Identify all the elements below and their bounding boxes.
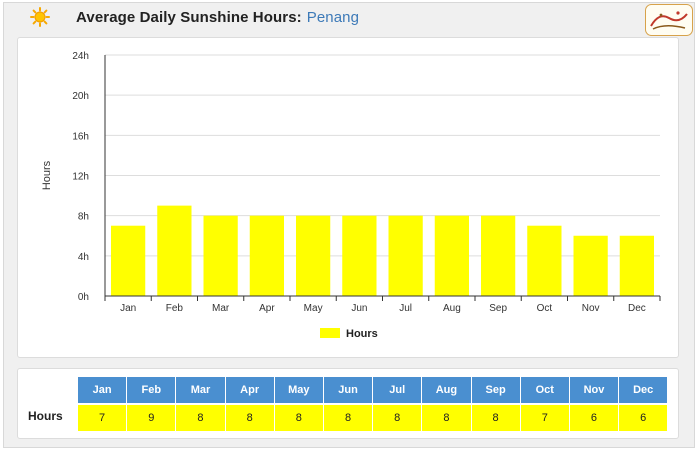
table-month-header: Sep xyxy=(471,377,521,403)
table-value-cell: 8 xyxy=(422,405,472,431)
x-tick-label: Jan xyxy=(120,303,136,314)
x-tick-label: May xyxy=(304,303,323,314)
x-tick-label: Aug xyxy=(443,303,461,314)
y-tick-label: 4h xyxy=(78,252,89,263)
y-tick-label: 20h xyxy=(72,91,89,102)
bar-feb xyxy=(157,205,192,296)
table-month-header: Nov xyxy=(569,377,620,403)
y-tick-label: 12h xyxy=(72,172,89,183)
table-value-cell: 6 xyxy=(569,405,620,431)
x-tick-label: Apr xyxy=(259,303,275,314)
x-tick-label: Nov xyxy=(582,303,600,314)
sunshine-bar-chart: 0h 4h 8h 12h 16h 20h 24h Hours Jan Feb Mar Apr May Ju… xyxy=(41,51,661,340)
chart-panel: 0h 4h 8h 12h 16h 20h 24h Hours Jan Feb Mar Apr May Ju… xyxy=(17,37,679,358)
table-month-header: May xyxy=(274,377,324,403)
bar-aug xyxy=(434,215,469,296)
monthly-table: Jan Feb Mar Apr May Jun Jul Aug Sep Oct Nov Dec 7 9 8 8… xyxy=(78,377,669,431)
site-logo xyxy=(645,4,693,36)
table-value-cell: 7 xyxy=(78,405,128,431)
bar-sep xyxy=(481,215,516,296)
x-tick-label: Dec xyxy=(628,303,646,314)
table-value-cell: 8 xyxy=(176,405,226,431)
y-tick-label: 24h xyxy=(72,51,89,62)
table-month-header: Jan xyxy=(78,377,128,403)
table-value-cell: 6 xyxy=(619,405,669,431)
x-tick-label: Jul xyxy=(399,303,412,314)
bar-jul xyxy=(388,215,423,296)
table-month-header: Apr xyxy=(225,377,275,403)
table-month-header: Dec xyxy=(619,377,669,403)
table-value-cell: 8 xyxy=(471,405,521,431)
location-link[interactable]: Penang xyxy=(306,8,360,26)
y-axis-label: Hours xyxy=(41,160,53,190)
bar-oct xyxy=(527,225,562,296)
table-month-header: Mar xyxy=(176,377,226,403)
x-tick-label: Mar xyxy=(212,303,230,314)
page-title: Average Daily Sunshine Hours: Penang xyxy=(76,9,359,26)
header: Average Daily Sunshine Hours: Penang xyxy=(30,6,359,28)
table-value-cell: 7 xyxy=(520,405,570,431)
table-value-cell: 8 xyxy=(373,405,423,431)
table-value-cell: 8 xyxy=(274,405,324,431)
table-month-header: Aug xyxy=(422,377,472,403)
y-tick-label: 0h xyxy=(78,292,89,303)
bar-mar xyxy=(203,215,238,296)
bar-apr xyxy=(249,215,284,296)
y-tick-label: 16h xyxy=(72,131,89,142)
table-row-label: Hours xyxy=(28,409,63,423)
bar-jun xyxy=(342,215,377,296)
table-value-cell: 8 xyxy=(323,405,374,431)
table-month-header: Oct xyxy=(520,377,570,403)
bar-may xyxy=(296,215,331,296)
table-month-header: Jul xyxy=(373,377,423,403)
table-value-cell: 9 xyxy=(127,405,177,431)
x-tick-label: Oct xyxy=(537,303,553,314)
bar-jan xyxy=(111,225,146,296)
x-tick-label: Jun xyxy=(351,303,367,314)
data-table-panel: Hours Jan Feb Mar Apr May Jun Jul Aug Sep Oct Nov D… xyxy=(17,368,679,439)
y-tick-label: 8h xyxy=(78,212,89,223)
x-tick-label: Feb xyxy=(166,303,184,314)
bar-dec xyxy=(619,235,654,296)
sun-icon xyxy=(30,7,50,27)
table-value-cell: 8 xyxy=(225,405,275,431)
bar-nov xyxy=(573,235,608,296)
x-tick-label: Sep xyxy=(489,303,507,314)
legend-label: Hours xyxy=(346,328,378,340)
title-text: Average Daily Sunshine Hours: xyxy=(76,8,302,26)
table-month-header: Jun xyxy=(323,377,374,403)
table-month-header: Feb xyxy=(127,377,177,403)
legend-swatch xyxy=(320,328,340,338)
